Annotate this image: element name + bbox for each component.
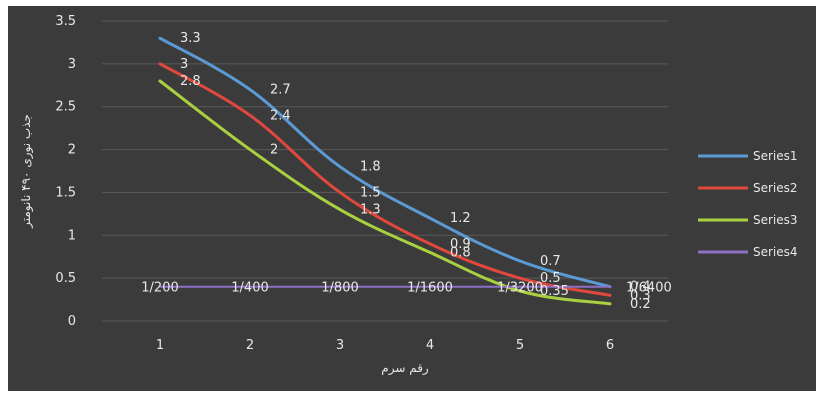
data-label: 1/6400 [626,281,672,296]
legend-label: Series4 [753,245,798,259]
data-label: 1/800 [321,281,358,296]
data-labels: 3.3 2.7 1.8 1.2 0.7 0.4 3 2.4 1.5 0.9 0.5 0.3 2.8 2 1.… [141,31,671,312]
y-tick-label: 0 [68,314,76,329]
data-label: 0.4 [630,280,651,295]
legend-label: Series3 [753,213,798,227]
legend: Series1 Series2 Series3 Series4 [698,149,798,259]
data-label: 1.3 [360,203,381,218]
x-axis-label: رقم سرم [381,361,429,376]
series-line-series3 [158,79,612,306]
data-label: 0.35 [540,284,569,299]
data-label: 2 [270,143,278,158]
data-label: 0.8 [450,245,471,260]
y-tick-label: 3.5 [55,14,76,29]
x-tick-label: 6 [606,338,614,353]
x-tick-label: 4 [426,338,434,353]
y-axis-ticks: 0 0.5 1 1.5 2 2.5 3 3.5 [55,14,76,329]
data-label: 1/400 [231,281,268,296]
data-label: 1.5 [360,185,381,200]
x-tick-label: 1 [156,338,164,353]
data-label: 2.4 [270,108,291,123]
legend-label: Series2 [753,181,798,195]
data-label: 0.3 [630,288,651,303]
data-label: 1/200 [141,281,178,296]
y-tick-label: 1.5 [55,185,76,200]
series-line-series1 [158,36,612,289]
data-label: 0.2 [630,297,651,312]
data-label: 1.8 [360,160,381,175]
legend-label: Series1 [753,149,798,163]
data-label: 1.2 [450,211,471,226]
data-label: 0.7 [540,254,561,269]
y-tick-label: 2.5 [55,100,76,115]
series-lines [158,36,612,306]
gridlines [102,20,668,322]
series-line-series2 [158,62,612,297]
x-tick-label: 3 [336,338,344,353]
x-tick-label: 2 [246,338,254,353]
line-chart: 0 0.5 1 1.5 2 2.5 3 3.5 1 2 3 4 5 6 3.3 2.7 1.8 1.2 0.7 0… [19,14,798,376]
data-label: 0.5 [540,271,561,286]
y-tick-label: 1 [68,228,76,243]
data-label: 1/3200 [497,281,543,296]
data-label: 1/1600 [407,281,453,296]
data-label: 3 [180,57,188,72]
data-label: 2.8 [180,74,201,89]
data-label: 3.3 [180,31,201,46]
y-axis-label: جذب نوری ۴۹۰ نانومتر [19,114,34,229]
data-label: 0.9 [450,237,471,252]
x-axis-ticks: 1 2 3 4 5 6 [156,338,614,353]
y-tick-label: 3 [68,57,76,72]
data-label: 2.7 [270,83,291,98]
chart-frame: 0 0.5 1 1.5 2 2.5 3 3.5 1 2 3 4 5 6 3.3 2.7 1.8 1.2 0.7 0… [8,6,816,391]
x-tick-label: 5 [516,338,524,353]
y-tick-label: 2 [68,143,76,158]
y-tick-label: 0.5 [55,271,76,286]
